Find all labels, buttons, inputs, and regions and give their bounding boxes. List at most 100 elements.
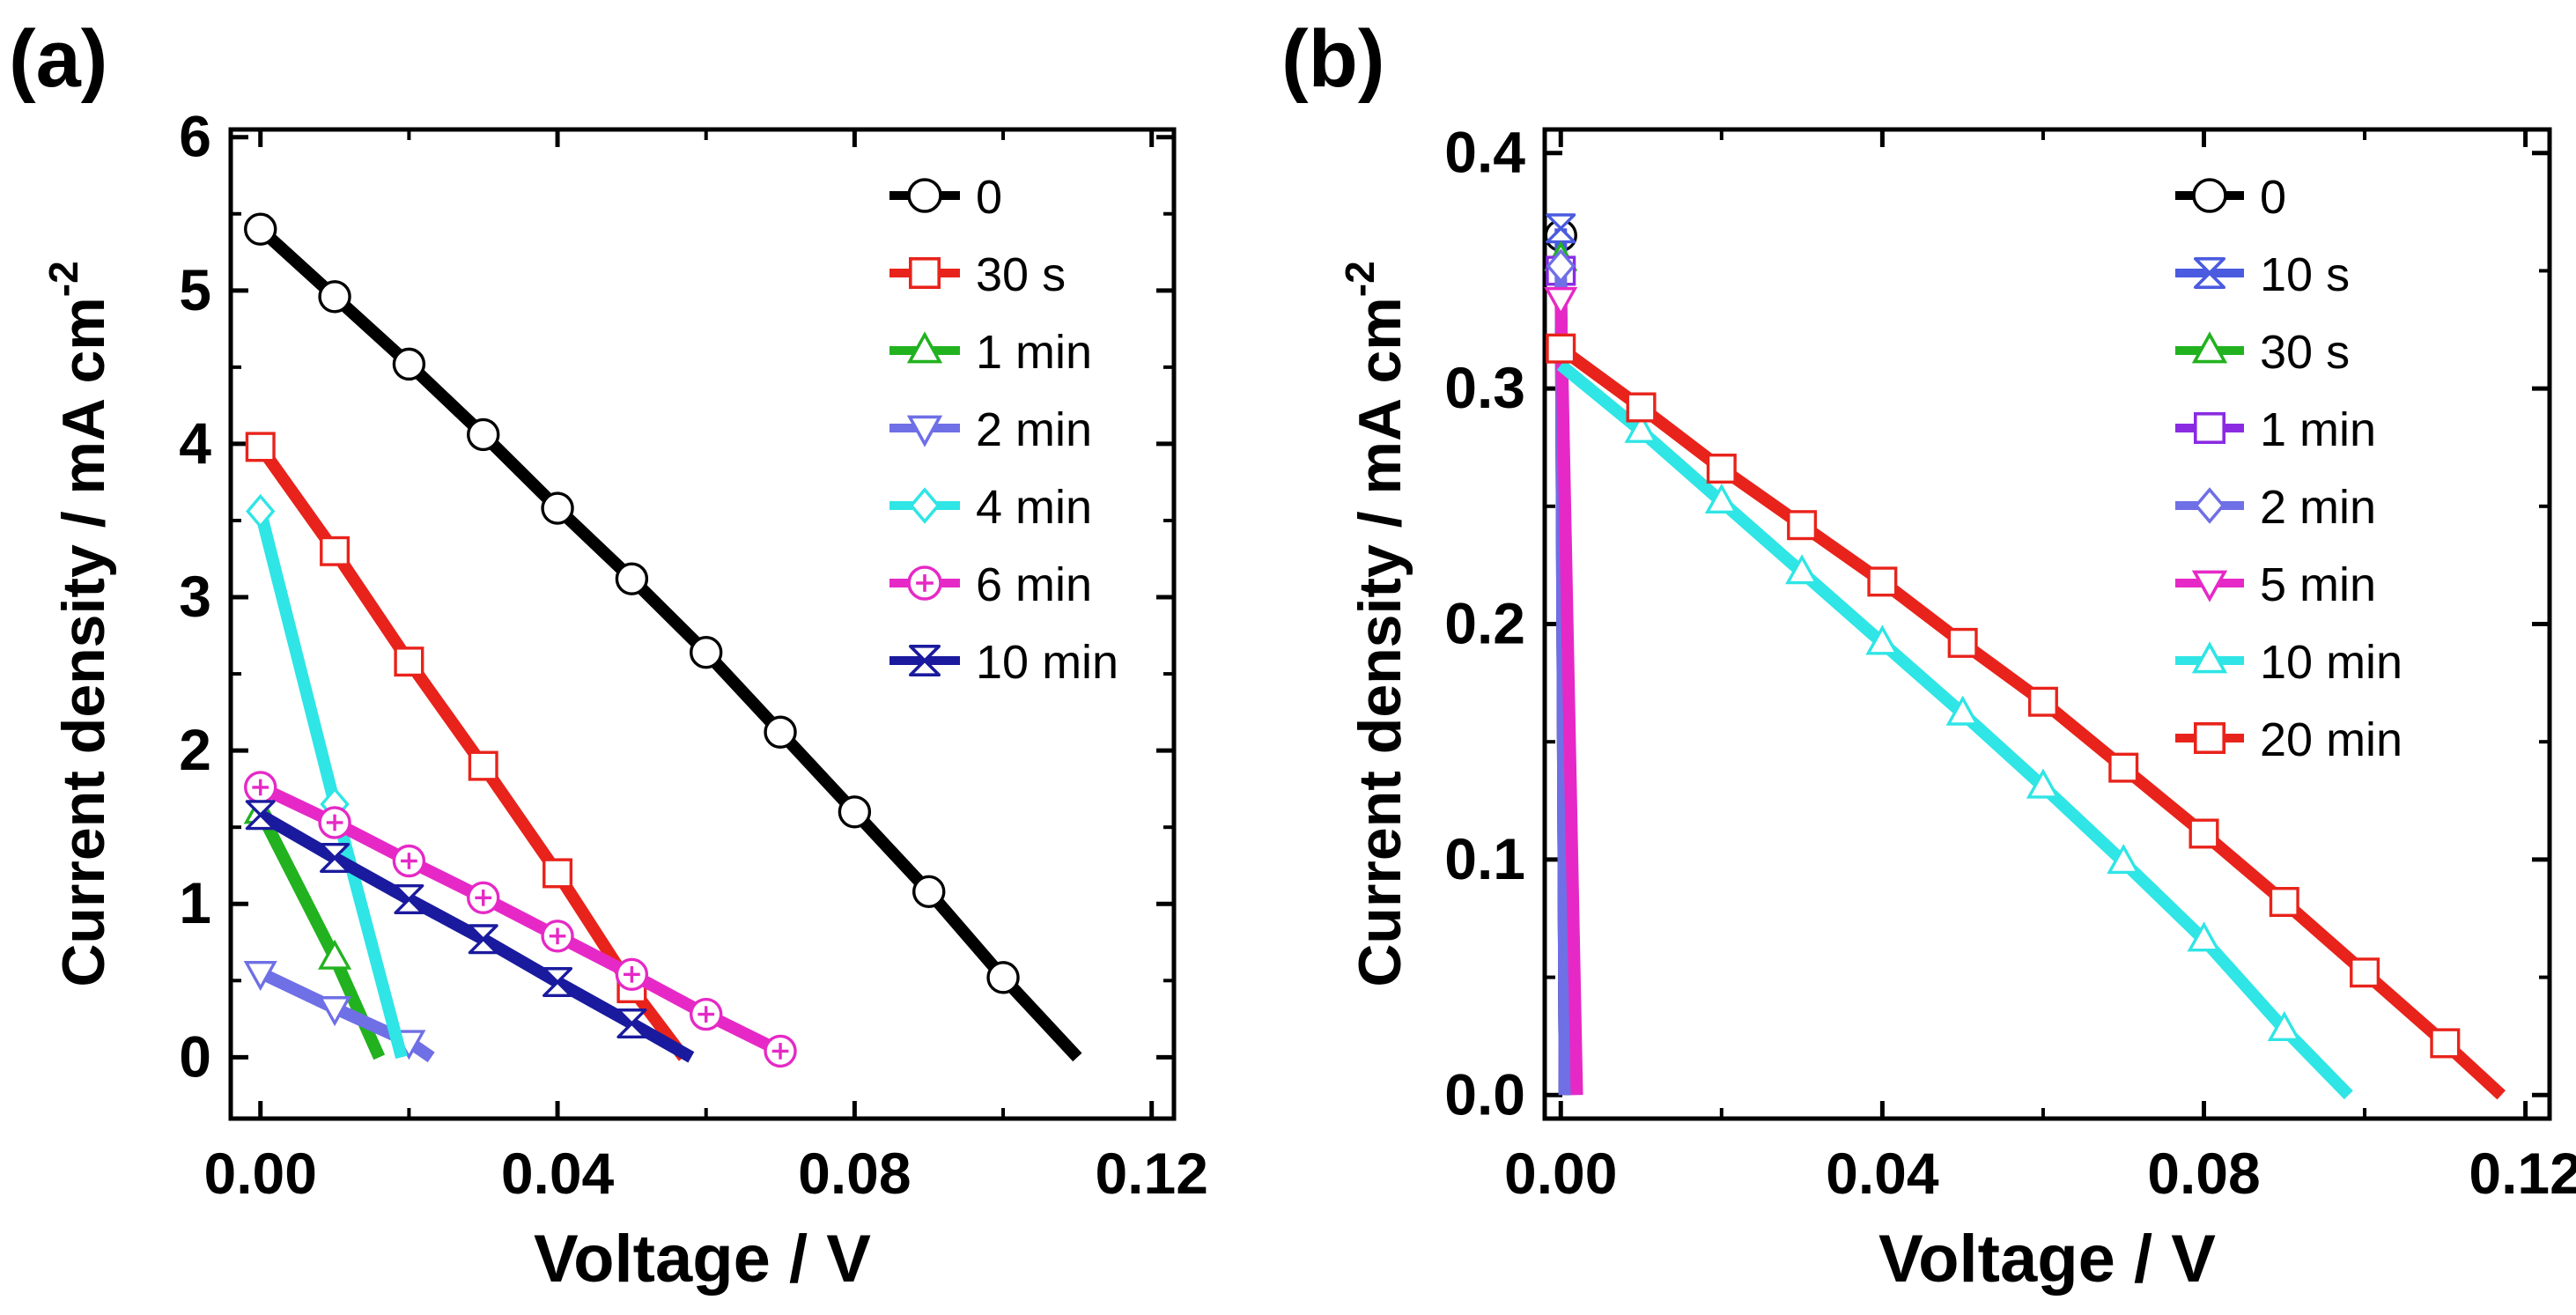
panel-a-legend-item-10-min-marker <box>909 644 941 677</box>
panel-a-series-10-min-point <box>320 843 351 874</box>
panel-b-series-20-min-point <box>2430 1028 2461 1059</box>
panel-a-y-tick-label: 1 <box>179 870 211 935</box>
panel-b-legend-item-5-min-label: 5 min <box>2260 558 2376 611</box>
panel-a-series-0-line <box>256 224 1082 1062</box>
panel-b: (b) 0.00 0.04 0.08 0.12 0.0 0.1 0.2 0.3 0.4 Voltag… <box>1281 14 2576 1297</box>
panel-a-legend-item-2-min: 2 min <box>889 403 1092 456</box>
panel-b-series-2-min-point <box>1546 248 1576 284</box>
panel-a-x-axis-label: Voltage / V <box>534 1222 871 1297</box>
panel-b-series-10-s-point <box>1546 213 1576 244</box>
panel-a-legend: 0 30 s 1 min 2 min 4 min 6 min 10 min <box>889 171 1118 689</box>
panel-a-series-2-min-line <box>257 967 435 1063</box>
panel-a-series-0-point <box>615 562 649 595</box>
panel-a-legend-item-30-s-label: 30 s <box>976 248 1066 301</box>
panel-a-series-10-min-point <box>616 1008 647 1039</box>
panel-a-series-10-min-point <box>468 924 498 955</box>
panel-a-series-0-point <box>541 491 574 525</box>
panel-b-y-tick-label: 0.1 <box>1444 826 1525 891</box>
panel-a-legend-item-1-min: 1 min <box>889 326 1092 379</box>
panel-a-legend-item-4-min-marker <box>909 487 941 524</box>
panel-a-series-4-min-line <box>254 509 408 1060</box>
panel-b-legend-item-1-min-marker <box>2194 411 2226 444</box>
panel-a-x-tick-label: 0.12 <box>1095 1141 1207 1206</box>
panel-b-series-20-min-point <box>2350 957 2380 988</box>
panel-a-series-0-point <box>912 875 946 909</box>
panel-a-legend-item-6-min: 6 min <box>889 558 1092 611</box>
panel-a-legend-item-0: 0 <box>889 171 1002 224</box>
panel-b-y-axis-label: Current density / mA cm-2 <box>1337 261 1413 986</box>
panel-b-legend-item-10-min: 10 min <box>2175 636 2403 689</box>
panel-b-y-axis-label-superscript: -2 <box>1337 261 1383 297</box>
panel-a-y-tick-label: 4 <box>179 410 211 476</box>
panel-a-series-30-s-point <box>543 858 573 889</box>
panel-b-series-10-min-point <box>2267 1010 2301 1041</box>
panel-a-series-0-point <box>467 417 500 452</box>
panel-b-x-axis-label: Voltage / V <box>1878 1222 2216 1297</box>
panel-a-series-0-point <box>318 280 351 314</box>
panel-a-legend-item-1-min-marker <box>906 331 943 364</box>
panel-a-series-30-s-point <box>394 646 424 677</box>
panel-a-series-10-min-point <box>543 967 573 998</box>
panel-b-legend-item-0: 0 <box>2175 171 2286 224</box>
panel-a-series-10-min-point <box>394 884 424 915</box>
panel-a-legend-item-1-min-label: 1 min <box>976 326 1092 379</box>
panel-b-series-20-min-point <box>1947 627 1978 658</box>
panel-b-y-tick-label: 0.0 <box>1444 1061 1525 1127</box>
panel-a-y-tick-label: 6 <box>179 104 211 169</box>
panel-b-label: (b) <box>1281 14 1384 104</box>
panel-a-series-30-s-point <box>468 750 498 781</box>
panel-b-legend-item-2-min-label: 2 min <box>2260 481 2376 534</box>
panel-a-y-tick-label: 0 <box>179 1023 211 1089</box>
panel-b-x-tick-label: 0.08 <box>2147 1141 2260 1206</box>
panel-b-series-20-min-point <box>1787 510 1818 541</box>
panel-a-y-axis-label: Current density / mA cm-2 <box>41 261 117 986</box>
panel-a-series-0-point <box>764 715 797 749</box>
panel-a-plot-frame <box>228 127 1177 1121</box>
panel-b-x-tick-label: 0.04 <box>1826 1141 1939 1206</box>
panel-a-x-tick-label: 0.00 <box>203 1141 316 1206</box>
panel-b-y-tick-label: 0.3 <box>1444 355 1525 420</box>
panel-a-legend-item-10-min-label: 10 min <box>976 636 1118 689</box>
panel-b-series-5-min-point <box>1544 286 1578 317</box>
panel-a-legend-item-10-min: 10 min <box>889 636 1118 689</box>
panel-a-series-1-min-point <box>318 939 352 970</box>
panel-b-series-10-min-point <box>2187 921 2221 952</box>
panel-a-legend-item-6-min-label: 6 min <box>976 558 1092 611</box>
panel-b-legend-item-1-min: 1 min <box>2175 403 2376 456</box>
panel-b-legend-item-30-s-marker <box>2191 331 2228 364</box>
panel-b-y-tick-label: 0.4 <box>1444 120 1525 185</box>
panel-b-legend-item-2-min: 2 min <box>2175 481 2376 534</box>
panel-b-series-10-min-point <box>1624 412 1658 443</box>
panel-a-x-tick-label: 0.08 <box>798 1141 911 1206</box>
panel-a-legend-item-6-min-marker <box>907 565 942 601</box>
panel-b-legend-item-20-min-marker <box>2194 721 2226 754</box>
panel-a-series-6-min-point <box>467 881 500 914</box>
panel-b-series-10-min-line <box>1556 359 2353 1100</box>
panel-a-y-tick-label: 2 <box>179 717 211 782</box>
panel-b-series-10-min-point <box>2107 844 2141 875</box>
panel-a-series-10-min <box>245 800 695 1063</box>
panel-b-legend-item-10-s: 10 s <box>2175 248 2350 301</box>
panel-a-series-0 <box>244 212 1082 1062</box>
panel-b-y-axis-label-text: Current density / mA cm <box>1347 297 1413 986</box>
panel-a: (a) 0.00 0.04 0.08 0.12 0 1 2 3 4 5 6 Voltage / V Cur… <box>9 14 1208 1297</box>
panel-a-legend-item-0-marker <box>907 178 942 213</box>
panel-b-legend-item-20-min-label: 20 min <box>2260 713 2403 766</box>
panel-b-plot-frame <box>1542 127 2552 1121</box>
panel-a-series-6-min-point <box>541 920 574 953</box>
panel-b-legend-item-30-s-label: 30 s <box>2260 326 2350 379</box>
panel-a-series-6-min-point <box>764 1034 797 1068</box>
panel-a-series-6-min-point <box>244 771 277 804</box>
panel-a-series-2-min-point <box>318 996 352 1027</box>
panel-a-x-tick-label: 0.04 <box>501 1141 615 1206</box>
panel-b-legend-item-2-min-marker <box>2194 487 2225 524</box>
panel-b-x-tick-label: 0.00 <box>1504 1141 1617 1206</box>
panel-b-series-20-min-point <box>1626 392 1657 423</box>
panel-b-legend-item-10-min-marker <box>2191 641 2228 674</box>
panel-b-series-10-min-point <box>1704 483 1738 514</box>
panel-a-series-6-min-point <box>690 997 723 1031</box>
panel-b-y-tick-label: 0.2 <box>1444 591 1525 656</box>
panel-a-legend-item-4-min: 4 min <box>889 481 1092 534</box>
panel-b-legend-item-5-min-marker <box>2191 570 2228 602</box>
